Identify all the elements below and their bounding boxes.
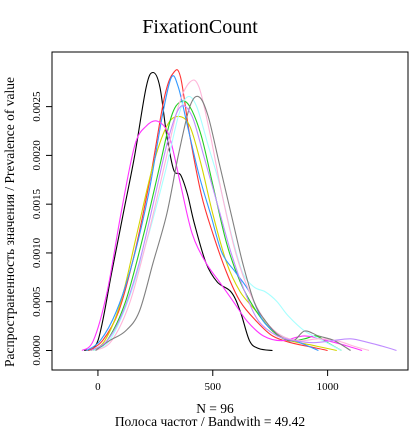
y-axis: 0.0000 0.0005 0.0010 0.0015 0.0020 0.0025: [31, 91, 52, 366]
y-tick-label: 0.0010: [31, 237, 43, 268]
density-series: [81, 69, 397, 352]
chart-title: FixationCount: [142, 16, 258, 38]
density-line-5: [86, 75, 319, 352]
density-line-4: [92, 100, 342, 351]
x-axis-label-n: N = 96: [196, 401, 234, 416]
y-axis-label: Распространенность значения / Prevalence…: [2, 77, 17, 367]
y-tick-label: 0.0025: [31, 91, 43, 122]
density-line-8: [95, 79, 370, 352]
density-line-7: [93, 95, 342, 351]
y-tick-label: 0.0000: [31, 335, 43, 366]
density-line-10: [90, 105, 397, 352]
plot-frame: [51, 51, 409, 371]
x-axis-label-bandwidth: Полоса частот / Bandwith = 49.42: [115, 414, 305, 429]
density-line-1: [83, 71, 273, 352]
y-tick-label: 0.0005: [31, 286, 43, 317]
y-tick-label: 0.0020: [31, 140, 43, 171]
x-tick-label: 500: [205, 381, 222, 393]
density-line-6: [81, 120, 363, 352]
x-tick-label: 0: [95, 381, 101, 393]
density-line-9: [95, 95, 351, 351]
x-tick-label: 1000: [317, 381, 340, 393]
y-tick-label: 0.0015: [31, 189, 43, 220]
x-axis: 0 500 1000: [95, 370, 339, 393]
